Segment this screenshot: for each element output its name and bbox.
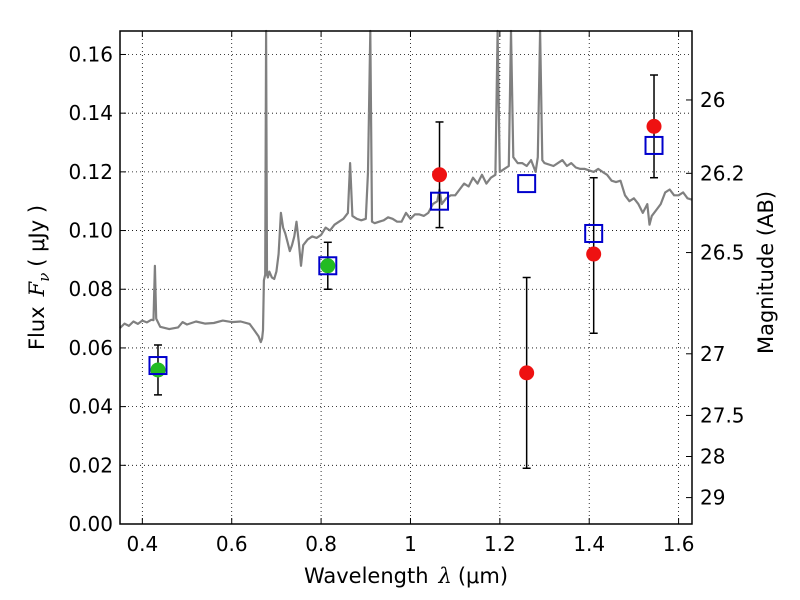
grid (120, 31, 692, 525)
y2-tick-label: 26.2 (700, 161, 745, 185)
plot-frame (119, 30, 693, 525)
y2-axis-label: Magnitude (AB) (754, 191, 778, 354)
y2-tick-label: 27.5 (700, 403, 745, 427)
measured-nir-point (586, 246, 602, 262)
y-tick-label: 0.02 (68, 453, 113, 477)
y-tick-label: 0.08 (68, 277, 113, 301)
x-tick-label: 0.4 (126, 532, 158, 556)
model-photometry-square (148, 356, 168, 376)
model-photometry-square (644, 135, 664, 155)
y-tick-label: 0.04 (68, 395, 113, 419)
ticks: 0.4 0.6 0.8 1 1.2 1.4 1.6 0.00 0.02 0.04 0.06 0.08 0… (68, 31, 745, 556)
x-tick-label: 0.8 (305, 532, 337, 556)
y2-tick-label: 26.5 (700, 241, 745, 265)
measured-nir-point (519, 365, 535, 381)
y-axis-label-subscript: ν (35, 273, 53, 282)
y2-tick-label: 28 (700, 445, 725, 469)
x-tick-label: 1 (404, 532, 417, 556)
y-tick-label: 0.16 (68, 42, 113, 66)
measured-optical-point (320, 258, 336, 274)
y-tick-label: 0.12 (68, 160, 113, 184)
x-axis-label-text: Wavelength (304, 564, 429, 588)
measured-optical-point (150, 362, 166, 378)
error-bars (153, 74, 659, 469)
model-photometry-square (430, 191, 450, 211)
model-photometry-square (517, 174, 537, 194)
y2-tick-label: 27 (700, 342, 725, 366)
measured-nir-point (646, 118, 662, 134)
y-tick-label: 0.06 (68, 336, 113, 360)
markers (148, 118, 664, 381)
y-tick-label: 0.14 (68, 101, 113, 125)
x-tick-label: 1.2 (484, 532, 516, 556)
x-axis-label-symbol: λ (438, 564, 452, 588)
y-axis-label-unit: ( μJy ) (25, 205, 49, 267)
y-axis-label-symbol: F (25, 280, 49, 297)
x-tick-label: 1.6 (663, 532, 695, 556)
y-axis-label: Flux Fν ( μJy ) (25, 205, 53, 350)
spectrum-layer (119, 29, 693, 344)
y-tick-label: 0.10 (68, 219, 113, 243)
y2-tick-label: 29 (700, 486, 725, 510)
x-tick-label: 1.4 (573, 532, 605, 556)
model-photometry-square (318, 256, 338, 276)
y-axis-label-text: Flux (25, 306, 49, 350)
x-axis-label: Wavelength λ (μm) (304, 564, 508, 588)
y-tick-label: 0.00 (68, 512, 113, 536)
model-photometry-square (584, 223, 604, 243)
x-axis-label-unit: (μm) (458, 564, 508, 588)
model-spectrum-line (119, 29, 693, 344)
measured-nir-point (432, 167, 448, 183)
y2-tick-label: 26 (700, 88, 725, 112)
x-tick-label: 0.6 (216, 532, 248, 556)
